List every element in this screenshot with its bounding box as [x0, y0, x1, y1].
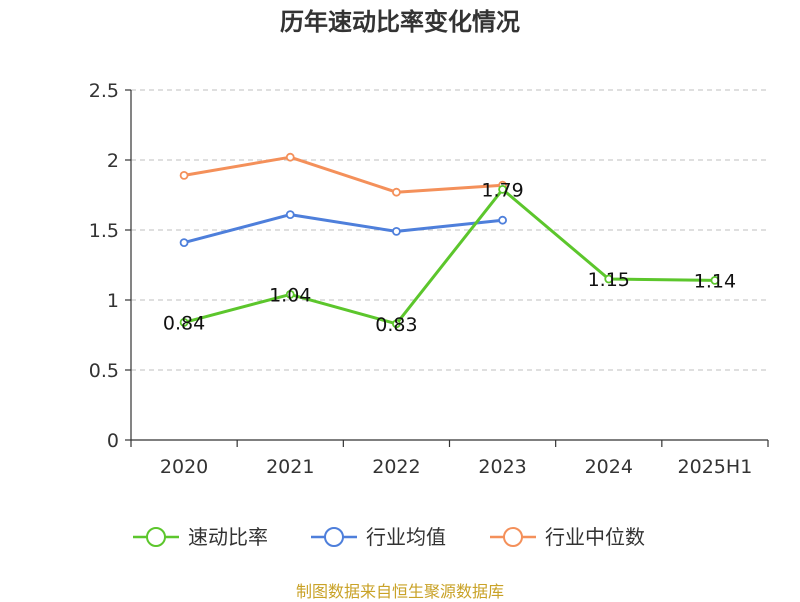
data-point: [498, 215, 507, 225]
data-point: [179, 170, 189, 180]
y-tick-label: 0.5: [89, 360, 119, 382]
data-point: [498, 184, 507, 194]
source-note: 制图数据来自恒生聚源数据库: [295, 582, 504, 601]
legend-swatch-marker: [146, 527, 166, 547]
data-point: [392, 226, 401, 236]
data-point: [285, 210, 295, 220]
x-tick-label: 2020: [160, 456, 208, 478]
y-tick-label: 0: [107, 430, 119, 452]
legend-item[interactable]: 速动比率: [133, 525, 268, 549]
data-label: 0.84: [163, 312, 205, 334]
legend-item[interactable]: 行业中位数: [490, 525, 645, 549]
data-point: [179, 317, 189, 327]
chart-title: 历年速动比率变化情况: [280, 8, 520, 36]
grid-lines: [131, 89, 768, 371]
legend-swatch-marker: [503, 527, 523, 547]
data-label: 1.15: [588, 269, 630, 291]
axes: 0 0.5 1 1.5 2 2.5 2020 2021 2022 2023 2024 2025H1: [89, 80, 769, 478]
x-tick-label: 2022: [372, 456, 420, 478]
data-label: 1.14: [694, 270, 736, 292]
series-line: [183, 213, 503, 245]
x-tick-label: 2021: [266, 456, 314, 478]
data-label: 1.79: [481, 179, 523, 201]
data-point: [710, 275, 720, 285]
x-tick-label: 2023: [478, 456, 526, 478]
x-tick-label: 2025H1: [678, 456, 753, 478]
series-line: [183, 155, 503, 194]
data-label: 1.04: [269, 284, 311, 306]
data-point: [392, 319, 401, 329]
legend-label: 行业中位数: [545, 525, 645, 549]
data-point: [179, 238, 189, 248]
data-label: 0.83: [375, 314, 417, 336]
data-point: [392, 187, 401, 197]
data-point: [285, 152, 295, 162]
series-line: [183, 187, 715, 326]
y-tick-label: 2.5: [89, 80, 119, 102]
data-point: [604, 274, 614, 284]
legend-swatch-marker: [324, 527, 344, 547]
legend-label: 速动比率: [188, 525, 268, 549]
series-lines: [179, 152, 720, 329]
legend: 速动比率 行业均值 行业中位数: [133, 525, 645, 549]
legend-item[interactable]: 行业均值: [311, 525, 446, 549]
y-tick-label: 2: [107, 150, 119, 172]
x-tick-label: 2024: [585, 456, 633, 478]
y-tick-label: 1: [107, 290, 119, 312]
y-tick-label: 1.5: [89, 220, 119, 242]
data-point: [285, 289, 295, 299]
data-labels: 0.84 1.04 0.83 1.79 1.15 1.14: [163, 179, 736, 335]
legend-label: 行业均值: [366, 525, 446, 549]
